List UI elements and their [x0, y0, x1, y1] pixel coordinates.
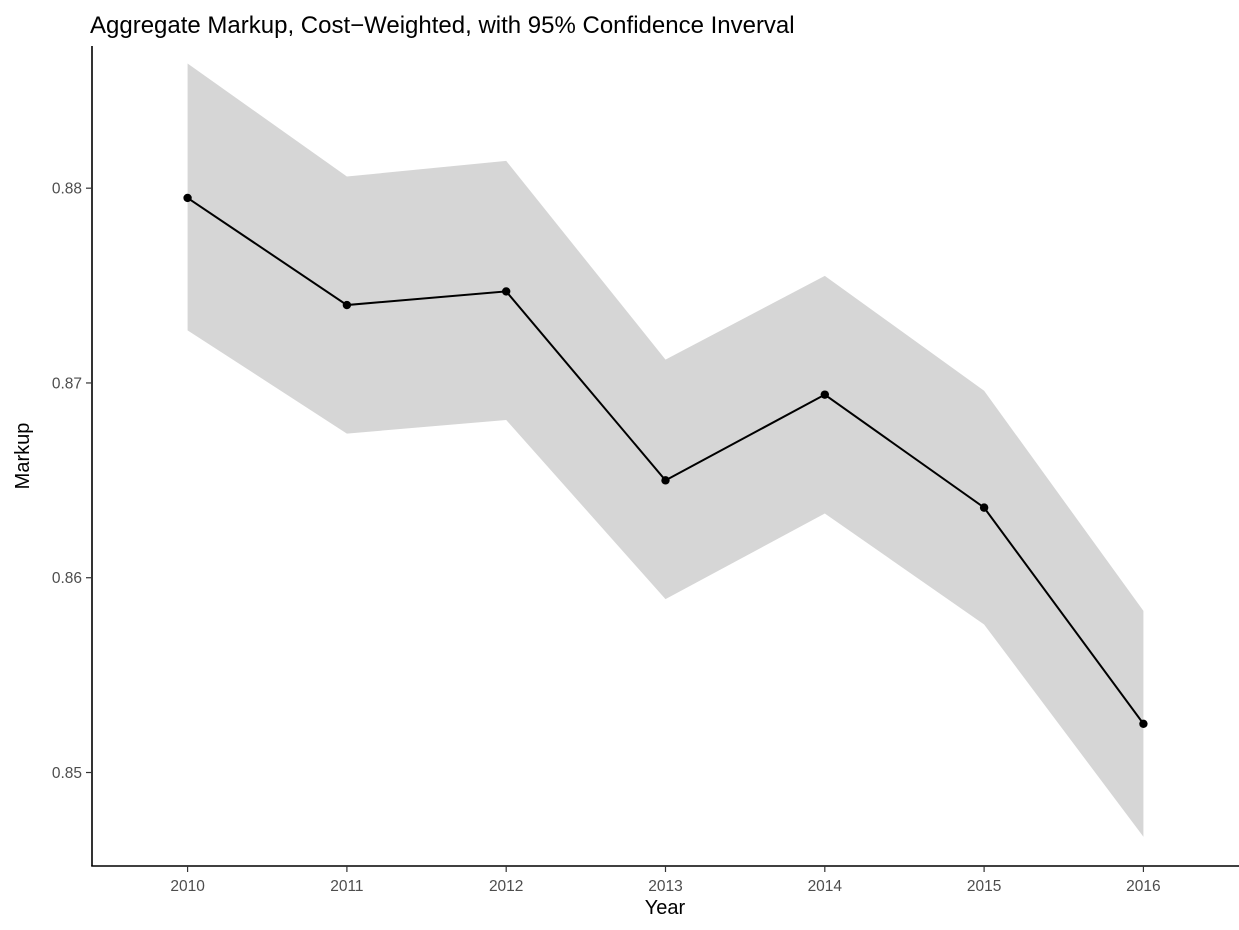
y-axis-ticks: 0.85 0.86 0.87 0.88: [52, 181, 92, 782]
confidence-interval-band: [187, 63, 1144, 837]
data-point-2010: [183, 193, 192, 203]
y-tick-label: 0.88: [52, 181, 82, 198]
y-axis-title: Markup: [12, 423, 34, 490]
y-tick-label: 0.86: [52, 570, 82, 587]
x-tick-label: 2013: [648, 878, 682, 895]
data-point-2016: [1139, 719, 1148, 729]
x-axis-ticks: 2010 2011 2012 2013 2014 2015 2016: [170, 866, 1161, 895]
x-axis-title: Year: [645, 897, 686, 919]
x-tick-label: 2012: [489, 878, 523, 895]
x-tick-label: 2014: [808, 878, 843, 895]
data-point-2012: [501, 287, 511, 296]
x-tick-label: 2011: [330, 878, 363, 895]
data-point-2015: [979, 503, 989, 512]
x-tick-label: 2015: [967, 878, 1001, 895]
chart-title: Aggregate Markup, Cost−Weighted, with 95…: [90, 12, 795, 39]
x-tick-label: 2010: [170, 878, 205, 895]
plot-area: [183, 63, 1148, 837]
y-tick-label: 0.85: [52, 765, 82, 782]
data-point-2014: [820, 390, 830, 399]
data-point-2011: [342, 300, 352, 310]
y-tick-label: 0.87: [52, 375, 82, 392]
data-point-2013: [661, 476, 670, 485]
x-tick-label: 2016: [1126, 878, 1160, 895]
